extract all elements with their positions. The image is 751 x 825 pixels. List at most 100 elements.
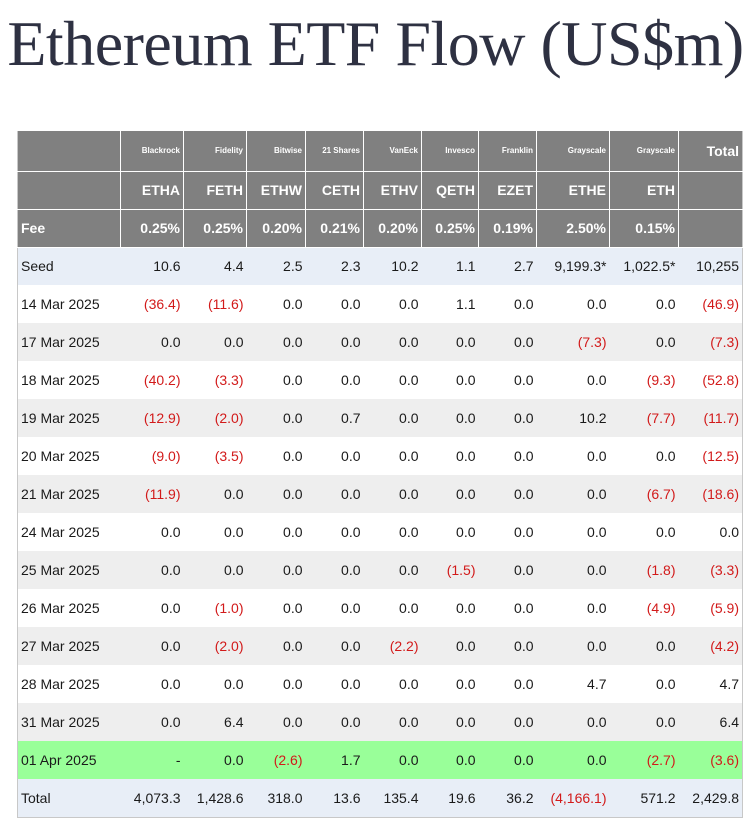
issuer-name: Grayscale (609, 131, 679, 172)
ticker-symbol: CETH (305, 171, 364, 210)
issuer-name: Franklin (478, 131, 537, 172)
flow-value: 0.0 (399, 296, 419, 312)
flow-value: (7.3) (536, 323, 610, 361)
flow-value: 0.0 (421, 323, 479, 361)
fee-value: 0.21% (305, 209, 364, 248)
row-total: (5.9) (710, 600, 739, 616)
flow-value: (36.4) (143, 296, 181, 312)
flow-value: 0.0 (456, 600, 476, 616)
flow-value: (2.0) (183, 399, 247, 437)
row-total: (4.2) (678, 627, 743, 665)
ticker-symbol: QETH (421, 171, 479, 210)
flow-value: 0.0 (478, 399, 537, 437)
row-label: 28 Mar 2025 (21, 676, 100, 692)
header-corner (17, 131, 121, 172)
flow-value: 2.5 (246, 247, 306, 285)
flow-value: 10.6 (120, 247, 184, 285)
flow-value: (9.3) (646, 372, 676, 388)
header-corner (17, 171, 121, 210)
flow-value: (2.6) (246, 741, 306, 779)
flow-value: 0.0 (341, 448, 361, 464)
fee-value: 0.20% (246, 209, 306, 248)
flow-row: 28 Mar 2025 0.0 0.0 0.0 0.0 0.0 0.0 0.0 4.7 0.0 4.… (18, 665, 743, 703)
flow-value: 0.0 (363, 475, 422, 513)
flow-value: (9.0) (151, 448, 181, 464)
flow-value: (3.3) (214, 372, 244, 388)
flow-value: 2.7 (478, 247, 537, 285)
row-total: (3.3) (678, 551, 743, 589)
flow-value: 0.0 (183, 741, 247, 779)
flow-value: 0.0 (183, 475, 247, 513)
row-total: 2,429.8 (678, 779, 743, 817)
flow-value: 0.0 (421, 475, 479, 513)
flow-value: 0.0 (283, 372, 303, 388)
flow-value: 0.0 (305, 323, 364, 361)
flow-row: 26 Mar 2025 0.0 (1.0) 0.0 0.0 0.0 0.0 0.0 0.0 (4.… (18, 589, 743, 627)
fee-value: 2.50% (536, 209, 610, 248)
flow-value: 1,022.5* (609, 247, 679, 285)
flow-value: (12.9) (120, 399, 184, 437)
flow-value: 0.0 (341, 676, 361, 692)
flow-value: 0.0 (514, 524, 534, 540)
flow-value: 9,199.3* (536, 247, 610, 285)
flow-value: 0.0 (514, 676, 534, 692)
flow-value: 0.0 (656, 296, 676, 312)
flow-value: 0.0 (224, 524, 244, 540)
flow-value: 0.0 (161, 524, 181, 540)
flow-row: 20 Mar 2025 (9.0) (3.5) 0.0 0.0 0.0 0.0 0.0 0.0 0… (18, 437, 743, 475)
row-label: 31 Mar 2025 (17, 703, 121, 741)
flow-value: 0.0 (399, 676, 419, 692)
flow-value: 0.0 (514, 600, 534, 616)
flow-value: 0.0 (514, 448, 534, 464)
issuer-name: Grayscale (536, 131, 610, 172)
flow-value: 0.0 (341, 524, 361, 540)
flow-value: 0.0 (536, 703, 610, 741)
flow-value: 318.0 (246, 779, 306, 817)
flow-row: 25 Mar 2025 0.0 0.0 0.0 0.0 0.0 (1.5) 0.0 0.0 (1.… (17, 551, 743, 589)
flow-value: (2.2) (363, 627, 422, 665)
flow-row: 31 Mar 2025 0.0 6.4 0.0 0.0 0.0 0.0 0.0 0.0 0.0 6.… (17, 703, 743, 741)
flow-value: 0.0 (587, 600, 607, 616)
flow-value: 0.0 (399, 600, 419, 616)
flow-value: 0.0 (120, 627, 184, 665)
flow-value: 0.0 (609, 627, 679, 665)
flow-value: 0.0 (456, 372, 476, 388)
row-label: 27 Mar 2025 (17, 627, 121, 665)
ticker-symbol: ETHE (536, 171, 610, 210)
row-total: 0.0 (719, 524, 739, 540)
flow-value: 0.0 (587, 296, 607, 312)
flow-value: 0.0 (478, 475, 537, 513)
flow-value: 0.0 (656, 448, 676, 464)
issuer-name: Blackrock (120, 131, 184, 172)
flow-value: (40.2) (143, 372, 181, 388)
flow-value: (3.5) (214, 448, 244, 464)
row-total: (18.6) (678, 475, 743, 513)
flow-value: 0.0 (246, 551, 306, 589)
flow-value: 0.0 (587, 448, 607, 464)
flow-value: 4,073.3 (120, 779, 184, 817)
flow-value: 0.0 (421, 741, 479, 779)
flow-value: (2.7) (609, 741, 679, 779)
flow-value: (4.9) (646, 600, 676, 616)
flow-value: 0.0 (456, 524, 476, 540)
row-label: 24 Mar 2025 (21, 524, 100, 540)
table-header: Blackrock Fidelity Bitwise 21 Shares VanEck I… (17, 131, 743, 248)
flow-value: (1.8) (609, 551, 679, 589)
table-body: Seed 10.6 4.4 2.5 2.3 10.2 1.1 2.7 9,199.3* 1,022… (17, 247, 743, 817)
fee-row: Fee 0.25% 0.25% 0.20% 0.21% 0.20% 0.25% 0.19% 2.… (17, 209, 743, 248)
flow-row: 24 Mar 2025 0.0 0.0 0.0 0.0 0.0 0.0 0.0 0.0 0.0 0.… (18, 513, 743, 551)
flow-value: 0.0 (120, 551, 184, 589)
flow-value: 0.0 (456, 676, 476, 692)
flow-row: 01 Apr 2025-0.0 (2.6) 1.7 0.0 0.0 0.0 0.0 (2.7)… (17, 741, 743, 779)
flow-value: 0.0 (283, 600, 303, 616)
flow-value: (11.9) (120, 475, 184, 513)
flow-value: 0.0 (536, 741, 610, 779)
flow-value: - (120, 741, 184, 779)
flow-value: 0.0 (421, 703, 479, 741)
flow-value: 1.7 (305, 741, 364, 779)
flow-value: 0.0 (246, 399, 306, 437)
flow-value: 0.0 (478, 627, 537, 665)
flow-value: 19.6 (421, 779, 479, 817)
row-total: 10,255 (678, 247, 743, 285)
issuer-row: Blackrock Fidelity Bitwise 21 Shares VanEck I… (17, 131, 743, 172)
